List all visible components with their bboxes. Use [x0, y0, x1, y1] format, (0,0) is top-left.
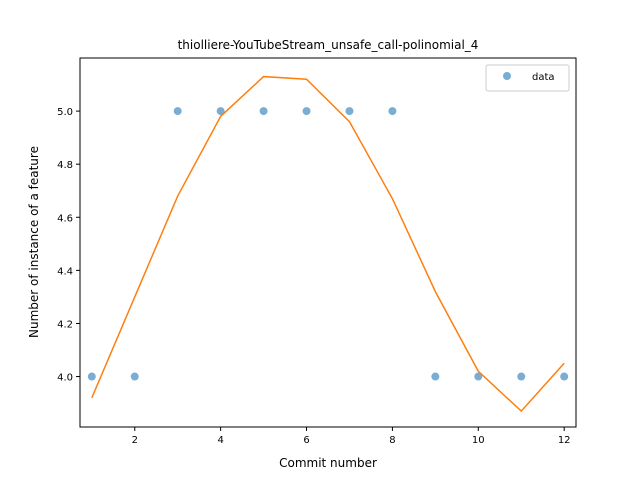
data-point — [560, 372, 569, 381]
legend-marker-data — [503, 72, 511, 80]
x-tick-label: 4 — [217, 435, 223, 446]
data-point — [216, 107, 225, 116]
y-tick-label: 4.6 — [57, 213, 73, 224]
y-axis: 4.0 4.2 4.4 4.6 4.8 5.0 — [57, 107, 80, 384]
x-tick-label: 6 — [303, 435, 309, 446]
y-tick-label: 4.0 — [57, 373, 73, 384]
data-point — [259, 107, 268, 116]
chart-title: thiolliere-YouTubeStream_unsafe_call-pol… — [178, 38, 479, 52]
y-tick-label: 4.2 — [57, 319, 73, 330]
x-tick-label: 2 — [132, 435, 138, 446]
plot-area — [87, 75, 569, 413]
data-point — [474, 372, 483, 381]
fit-line — [91, 75, 565, 413]
data-point — [87, 372, 96, 381]
data-point — [388, 107, 397, 116]
data-point — [345, 107, 354, 116]
x-axis-title: Commit number — [279, 456, 377, 470]
y-tick-label: 4.8 — [57, 160, 73, 171]
legend-label-data: data — [532, 72, 555, 83]
x-tick-label: 10 — [472, 435, 485, 446]
data-point — [302, 107, 311, 116]
data-point — [517, 372, 526, 381]
legend-box — [485, 64, 570, 92]
plot-frame — [79, 57, 577, 428]
x-tick-label: 12 — [558, 435, 571, 446]
x-axis: 2 4 6 8 10 12 — [132, 427, 571, 446]
x-tick-label: 8 — [389, 435, 395, 446]
y-tick-label: 5.0 — [57, 107, 73, 118]
data-point — [173, 107, 182, 116]
data-point — [431, 372, 440, 381]
data-point — [130, 372, 139, 381]
y-axis-title: Number of instance of a feature — [27, 146, 41, 338]
legend: data — [485, 64, 570, 92]
y-tick-label: 4.4 — [57, 266, 73, 277]
